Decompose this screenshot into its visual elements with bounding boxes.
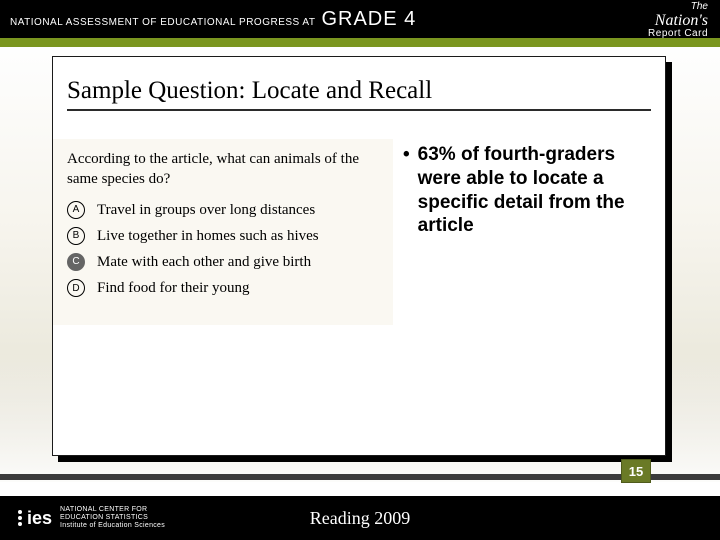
- badge-nation: Nation's: [648, 13, 708, 30]
- option-b-text: Live together in homes such as hives: [97, 226, 319, 246]
- option-d: D Find food for their young: [67, 278, 379, 298]
- footer-bar: ies NATIONAL CENTER FOR EDUCATION STATIS…: [0, 496, 720, 540]
- bullet-dot-icon: •: [403, 143, 410, 238]
- content-card: Sample Question: Locate and Recall Accor…: [52, 56, 666, 456]
- green-divider: [0, 38, 720, 47]
- option-a: A Travel in groups over long distances: [67, 200, 379, 220]
- title-bar: Sample Question: Locate and Recall: [53, 57, 665, 121]
- option-d-letter: D: [67, 279, 85, 297]
- ies-line2: EDUCATION STATISTICS: [60, 514, 165, 522]
- option-a-text: Travel in groups over long distances: [97, 200, 315, 220]
- footer-center-title: Reading 2009: [310, 508, 411, 529]
- slide-title: Sample Question: Locate and Recall: [67, 77, 651, 111]
- ies-text: NATIONAL CENTER FOR EDUCATION STATISTICS…: [60, 506, 165, 529]
- question-text: According to the article, what can anima…: [67, 149, 379, 190]
- header-bar: NATIONAL ASSESSMENT OF EDUCATIONAL PROGR…: [0, 0, 720, 38]
- ies-logo: ies: [18, 508, 52, 529]
- option-c-letter: C: [67, 253, 85, 271]
- option-a-letter: A: [67, 201, 85, 219]
- option-c-text: Mate with each other and give birth: [97, 252, 311, 272]
- background-stripe: [0, 474, 720, 480]
- ies-line3: Institute of Education Sciences: [60, 522, 165, 530]
- program-label: NATIONAL ASSESSMENT OF EDUCATIONAL PROGR…: [10, 17, 315, 28]
- option-b-letter: B: [67, 227, 85, 245]
- body-row: According to the article, what can anima…: [53, 121, 665, 325]
- option-d-text: Find food for their young: [97, 278, 249, 298]
- question-block: According to the article, what can anima…: [53, 139, 393, 325]
- bullet-block: • 63% of fourth-graders were able to loc…: [403, 139, 651, 325]
- badge-the: The: [648, 2, 708, 13]
- ies-label: ies: [27, 508, 52, 529]
- option-b: B Live together in homes such as hives: [67, 226, 379, 246]
- page-number-badge: 15: [621, 459, 651, 483]
- ies-dots-icon: [18, 510, 24, 526]
- nations-report-card-badge: The Nation's Report Card: [648, 2, 708, 40]
- options-list: A Travel in groups over long distances B…: [67, 200, 379, 299]
- ies-logo-block: ies NATIONAL CENTER FOR EDUCATION STATIS…: [0, 506, 165, 529]
- grade-label: GRADE 4: [321, 8, 416, 31]
- option-c: C Mate with each other and give birth: [67, 252, 379, 272]
- header-left: NATIONAL ASSESSMENT OF EDUCATIONAL PROGR…: [10, 8, 416, 31]
- bullet-item: • 63% of fourth-graders were able to loc…: [403, 143, 641, 238]
- bullet-text: 63% of fourth-graders were able to locat…: [418, 143, 641, 238]
- badge-report: Report Card: [648, 29, 708, 40]
- ies-line1: NATIONAL CENTER FOR: [60, 506, 165, 514]
